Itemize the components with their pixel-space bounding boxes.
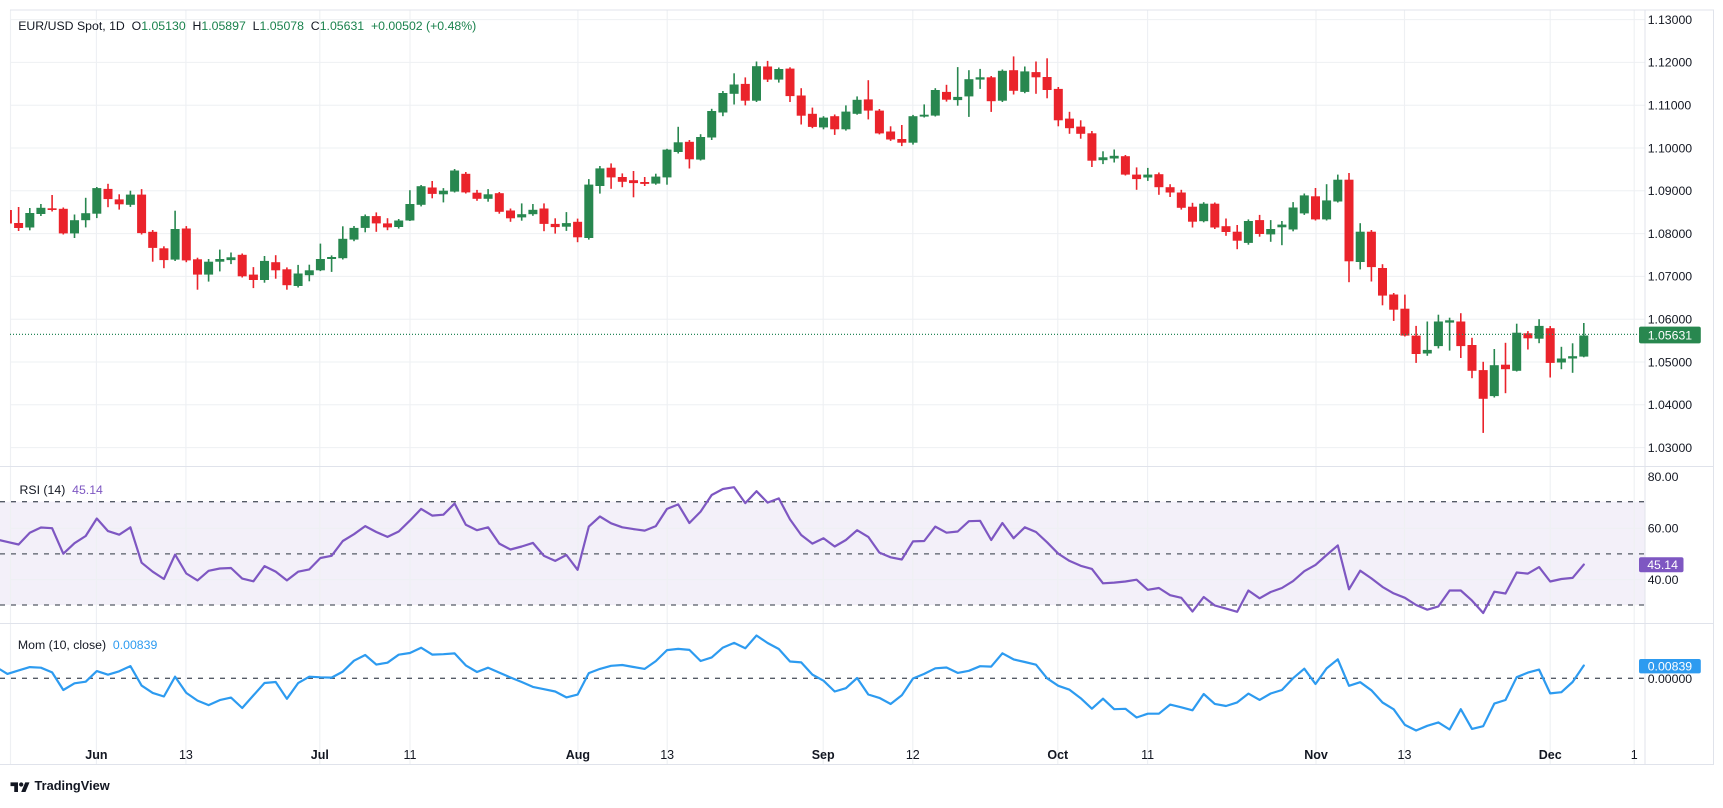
svg-text:60.00: 60.00 [1648, 522, 1679, 536]
svg-text:Dec: Dec [1539, 748, 1562, 762]
svg-text:11: 11 [1141, 748, 1154, 762]
svg-text:1.10000: 1.10000 [1648, 141, 1693, 155]
svg-text:1.11000: 1.11000 [1648, 99, 1692, 113]
svg-text:Aug: Aug [566, 748, 590, 762]
svg-text:Oct: Oct [1047, 748, 1069, 762]
svg-text:1: 1 [1631, 748, 1638, 762]
svg-text:Nov: Nov [1304, 748, 1328, 762]
svg-text:45.14: 45.14 [1647, 558, 1678, 572]
svg-text:80.00: 80.00 [1648, 470, 1679, 484]
svg-text:Jun: Jun [85, 748, 107, 762]
svg-text:0.00839: 0.00839 [1648, 659, 1693, 673]
svg-text:12: 12 [906, 748, 920, 762]
svg-text:1.07000: 1.07000 [1648, 270, 1693, 284]
svg-text:11: 11 [404, 748, 417, 762]
svg-text:1.12000: 1.12000 [1648, 56, 1693, 70]
svg-text:Sep: Sep [812, 748, 835, 762]
svg-text:13: 13 [179, 748, 193, 762]
svg-text:1.13000: 1.13000 [1648, 13, 1693, 27]
svg-text:0.00000: 0.00000 [1648, 672, 1693, 686]
svg-text:1.09000: 1.09000 [1648, 184, 1693, 198]
svg-text:40.00: 40.00 [1648, 573, 1679, 587]
svg-text:13: 13 [1398, 748, 1412, 762]
svg-text:TradingView: TradingView [35, 778, 110, 793]
svg-text:13: 13 [660, 748, 674, 762]
svg-text:1.06000: 1.06000 [1648, 313, 1693, 327]
svg-text:Mom (10, close) 0.00839: Mom (10, close) 0.00839 [18, 638, 158, 652]
svg-text:1.04000: 1.04000 [1648, 398, 1693, 412]
svg-text:1.03000: 1.03000 [1648, 441, 1693, 455]
svg-text:EUR/USD Spot, 1D O1.05130 H1: EUR/USD Spot, 1D O1.05130 H1.05897 L1.05… [18, 19, 476, 33]
svg-text:Jul: Jul [311, 748, 329, 762]
svg-text:RSI (14) 45.14: RSI (14) 45.14 [20, 483, 104, 497]
svg-text:1.05631: 1.05631 [1648, 328, 1693, 342]
svg-text:1.05000: 1.05000 [1648, 355, 1693, 369]
svg-text:1.08000: 1.08000 [1648, 227, 1693, 241]
